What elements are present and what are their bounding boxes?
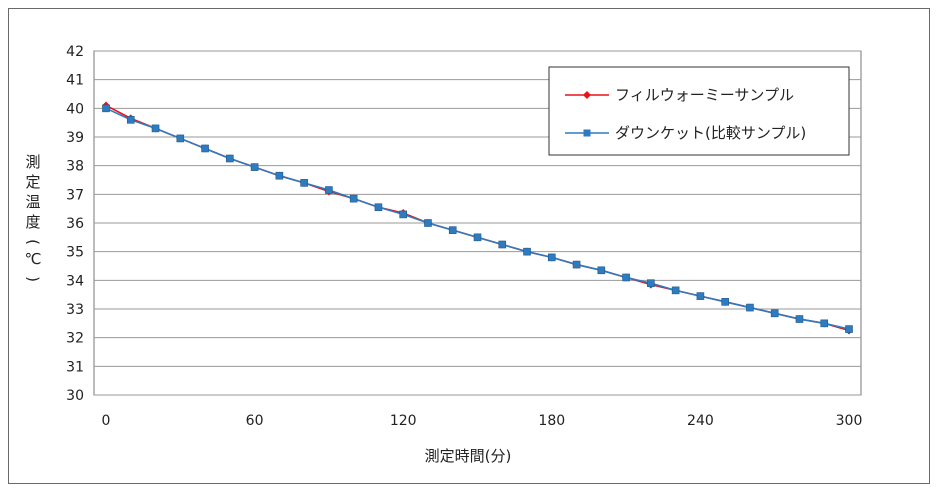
data-point — [151, 124, 160, 133]
data-point — [349, 194, 358, 203]
legend-swatch-marker — [583, 129, 591, 137]
x-tick-label: 180 — [538, 413, 565, 429]
y-tick-label: 36 — [66, 216, 84, 232]
y-axis-label-char: 測 — [25, 153, 40, 171]
data-point — [746, 303, 754, 312]
data-point — [176, 134, 185, 143]
y-axis-label-char: 定 — [25, 173, 40, 191]
data-point — [201, 144, 209, 153]
y-axis-label-char: ) — [24, 276, 42, 282]
data-point — [795, 315, 804, 323]
data-point — [721, 298, 729, 306]
y-axis-ticks: 30 31 32 33 34 35 36 37 38 39 40 41 42 — [66, 44, 84, 404]
data-point — [770, 309, 779, 318]
y-tick-label: 32 — [66, 331, 84, 347]
y-tick-label: 38 — [66, 159, 84, 175]
data-point — [448, 226, 457, 234]
y-tick-label: 30 — [66, 388, 84, 404]
x-axis-label: 測定時間(分) — [425, 447, 512, 465]
data-point — [424, 219, 432, 227]
line-chart: 30 31 32 33 34 35 36 37 38 39 40 41 42 0 60 120 180 240 3… — [24, 44, 863, 465]
data-point — [126, 116, 135, 124]
y-tick-label: 33 — [66, 302, 84, 318]
legend-box — [548, 66, 850, 156]
data-point — [325, 186, 333, 194]
x-tick-label: 240 — [687, 413, 714, 429]
data-point — [696, 292, 705, 300]
data-point — [597, 266, 606, 275]
data-point — [572, 260, 581, 269]
legend-swatch-marker — [583, 91, 591, 99]
data-point — [498, 240, 507, 249]
x-tick-label: 60 — [246, 413, 264, 429]
x-tick-label: 120 — [390, 413, 417, 429]
data-point — [300, 179, 308, 187]
data-point — [622, 273, 630, 282]
series-markers — [102, 101, 853, 335]
y-tick-label: 37 — [66, 187, 84, 203]
y-tick-label: 35 — [66, 245, 84, 261]
data-point — [547, 253, 556, 262]
data-point — [523, 247, 531, 256]
y-axis-label-char: ( — [24, 239, 42, 245]
y-tick-label: 41 — [66, 73, 84, 89]
data-point — [399, 210, 408, 219]
y-axis-label-char: ℃ — [25, 250, 42, 268]
data-point — [820, 319, 829, 328]
data-point — [473, 233, 482, 242]
data-point — [102, 104, 110, 113]
data-point — [647, 279, 655, 288]
data-point — [275, 171, 284, 180]
data-point — [374, 203, 383, 212]
gridlines — [94, 50, 861, 396]
y-tick-label: 31 — [66, 359, 84, 375]
x-tick-label: 300 — [836, 413, 863, 429]
y-tick-label: 42 — [66, 44, 84, 60]
data-point — [250, 163, 259, 171]
y-axis-label-char: 温 — [25, 193, 40, 211]
x-tick-label: 0 — [102, 413, 111, 429]
data-point — [671, 286, 680, 295]
y-axis-label-char: 度 — [25, 213, 40, 231]
legend-label: ダウンケット(比較サンプル) — [615, 124, 806, 142]
data-point — [226, 154, 234, 163]
data-point — [845, 325, 853, 333]
y-tick-label: 39 — [66, 130, 84, 146]
y-tick-label: 34 — [66, 273, 84, 289]
legend-label: フィルウォーミーサンプル — [615, 86, 794, 104]
y-tick-label: 40 — [66, 101, 84, 117]
chart-frame: 30 31 32 33 34 35 36 37 38 39 40 41 42 0 60 120 180 240 3… — [8, 8, 930, 484]
x-axis-ticks: 0 60 120 180 240 300 — [102, 413, 863, 429]
